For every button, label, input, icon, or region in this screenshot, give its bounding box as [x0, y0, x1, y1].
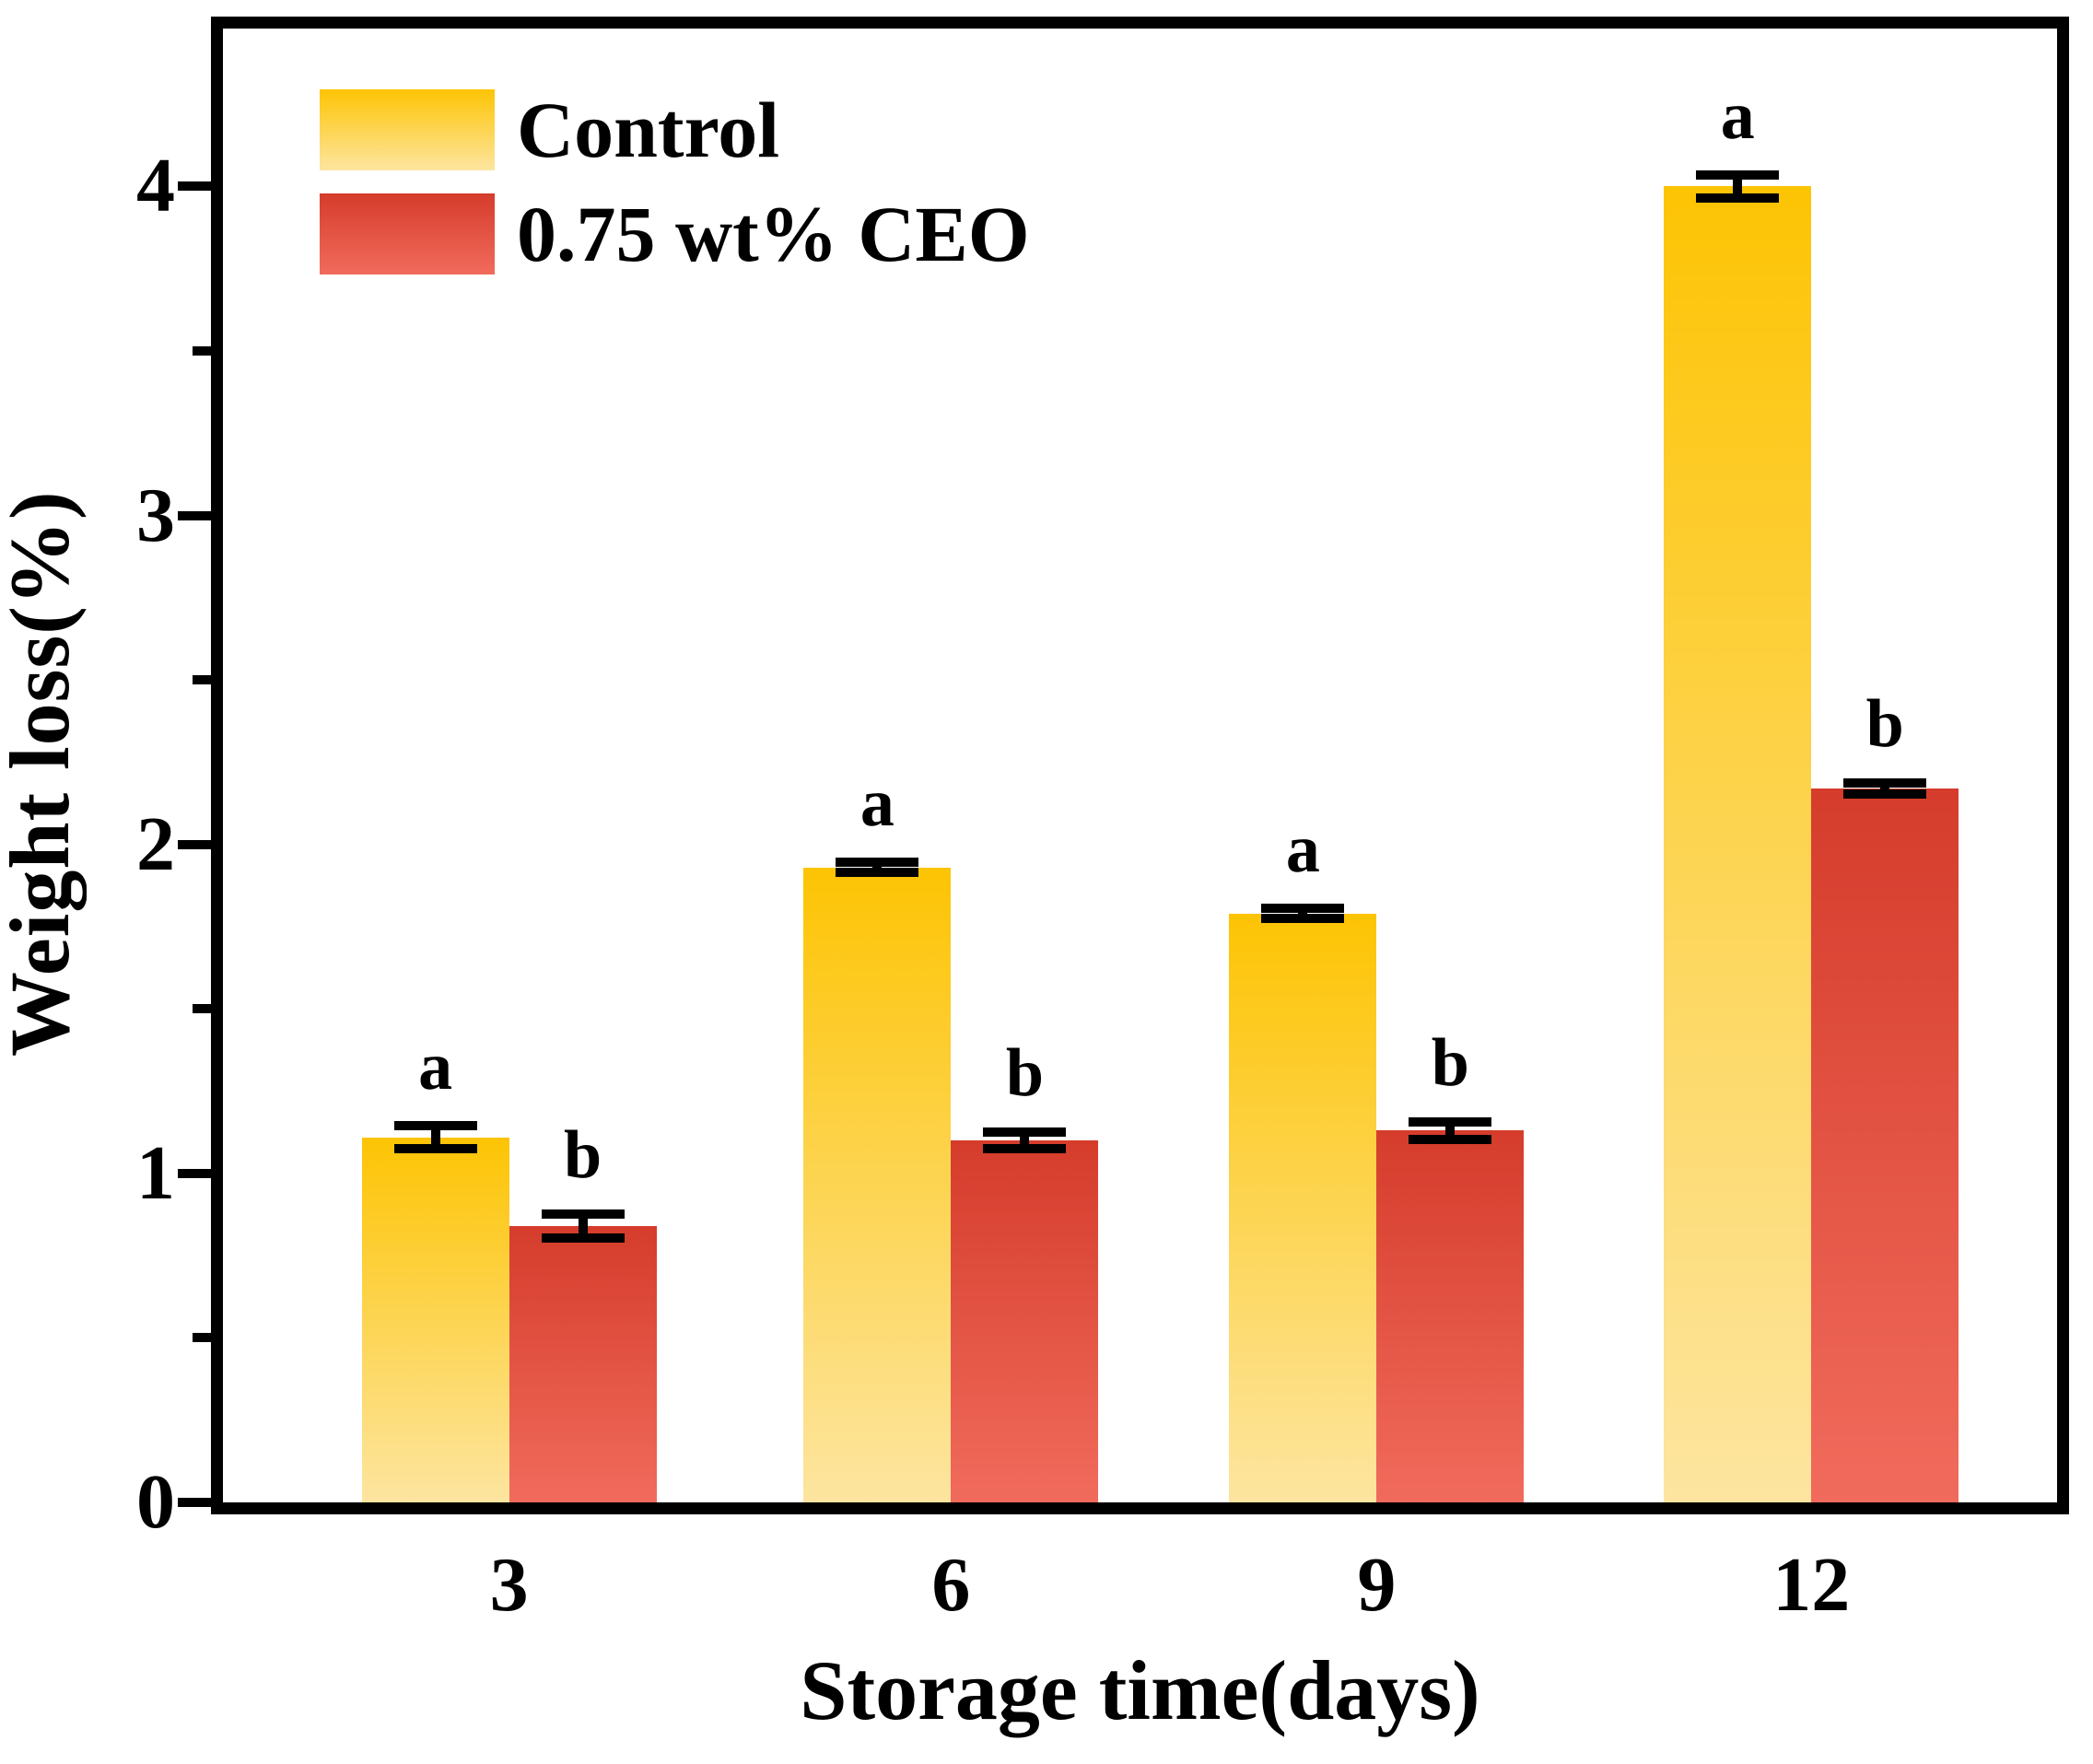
plot-area: 0 1 2 3 4 3 6 9 12 a b a b a b a b Control 0.75 wt% CEO [136, 17, 2069, 1624]
bar-0-75-wt-ceo-day-12 [1811, 789, 1959, 1502]
error-bar [541, 1209, 625, 1243]
error-bar-cap-bottom [836, 868, 919, 878]
error-bar-cap-top [393, 1120, 477, 1130]
bar-0-75-wt-ceo-day-3 [509, 1226, 657, 1502]
error-bar-cap-top [1696, 169, 1780, 180]
bar-control-day-3 [361, 1137, 509, 1502]
error-bar-stem [1880, 778, 1890, 799]
significance-letter: b [1005, 1034, 1044, 1111]
y-major-tick [178, 839, 211, 849]
y-tick-label: 2 [136, 800, 175, 887]
error-bar-stem [1298, 904, 1308, 924]
error-bar-stem [1733, 169, 1743, 204]
error-bar-cap-bottom [1409, 1134, 1492, 1144]
error-bar [1261, 904, 1345, 924]
x-tick-label: 6 [931, 1542, 971, 1628]
legend-row: Control [320, 89, 1030, 170]
significance-letter: a [418, 1028, 453, 1104]
error-bar-cap-top [1843, 778, 1927, 789]
bar-control-day-6 [803, 867, 952, 1502]
y-tick-label: 0 [136, 1459, 175, 1545]
error-bar-cap-top [1409, 1117, 1492, 1127]
legend: Control 0.75 wt% CEO [320, 89, 1030, 298]
x-tick-label: 9 [1357, 1542, 1397, 1628]
error-bar-cap-bottom [983, 1144, 1067, 1154]
error-bar-cap-bottom [1843, 789, 1927, 799]
significance-letter: b [1865, 686, 1904, 763]
y-major-tick [178, 1498, 211, 1507]
y-minor-tick [193, 1333, 211, 1343]
legend-row: 0.75 wt% CEO [320, 193, 1030, 275]
y-tick-label: 4 [136, 143, 175, 229]
y-tick-label: 3 [136, 472, 175, 558]
significance-letter: a [859, 765, 894, 841]
significance-letter: a [1285, 812, 1320, 887]
bar-0-75-wt-ceo-day-9 [1376, 1130, 1525, 1502]
x-axis-title: Storage time(days) [800, 1643, 1480, 1737]
y-major-tick [178, 181, 211, 192]
error-bar-stem [1445, 1117, 1456, 1144]
significance-letter: b [564, 1117, 602, 1194]
y-minor-tick [193, 1004, 211, 1014]
error-bar-stem [430, 1120, 440, 1154]
significance-letter: a [1720, 77, 1755, 154]
y-minor-tick [193, 346, 211, 356]
error-bar [1696, 169, 1780, 204]
significance-letter: b [1431, 1025, 1469, 1102]
y-tick-label: 1 [136, 1129, 175, 1216]
error-bar-cap-bottom [393, 1144, 477, 1154]
legend-swatch-0-75-wt-ceo [320, 193, 495, 275]
legend-label: 0.75 wt% CEO [517, 190, 1030, 278]
y-major-tick [178, 1168, 211, 1178]
bar-0-75-wt-ceo-day-6 [951, 1140, 1099, 1502]
error-bar [393, 1120, 477, 1154]
y-axis-title: Weight loss(%) [0, 490, 87, 1057]
plot-inner: 0 1 2 3 4 3 6 9 12 a b a b a b a b [136, 29, 2057, 1624]
y-minor-tick [193, 675, 211, 685]
error-bar [1409, 1117, 1492, 1144]
error-bar-cap-bottom [1261, 914, 1345, 924]
x-tick-label: 3 [489, 1542, 529, 1628]
legend-swatch-control [320, 89, 495, 170]
error-bar-stem [872, 858, 883, 878]
bar-control-day-9 [1229, 913, 1377, 1502]
error-bar-cap-top [983, 1127, 1067, 1137]
error-bar-cap-bottom [1696, 193, 1780, 204]
bar-control-day-12 [1664, 186, 1812, 1502]
y-major-tick [178, 510, 211, 520]
x-tick-label: 12 [1772, 1542, 1851, 1628]
error-bar-stem [1020, 1127, 1030, 1154]
error-bar-cap-bottom [541, 1232, 625, 1243]
error-bar [836, 858, 919, 878]
error-bar-cap-top [1261, 904, 1345, 914]
error-bar [983, 1127, 1067, 1154]
legend-label: Control [517, 86, 780, 174]
error-bar-cap-top [836, 858, 919, 868]
error-bar-cap-top [541, 1209, 625, 1220]
error-bar-stem [578, 1209, 588, 1243]
error-bar [1843, 778, 1927, 799]
